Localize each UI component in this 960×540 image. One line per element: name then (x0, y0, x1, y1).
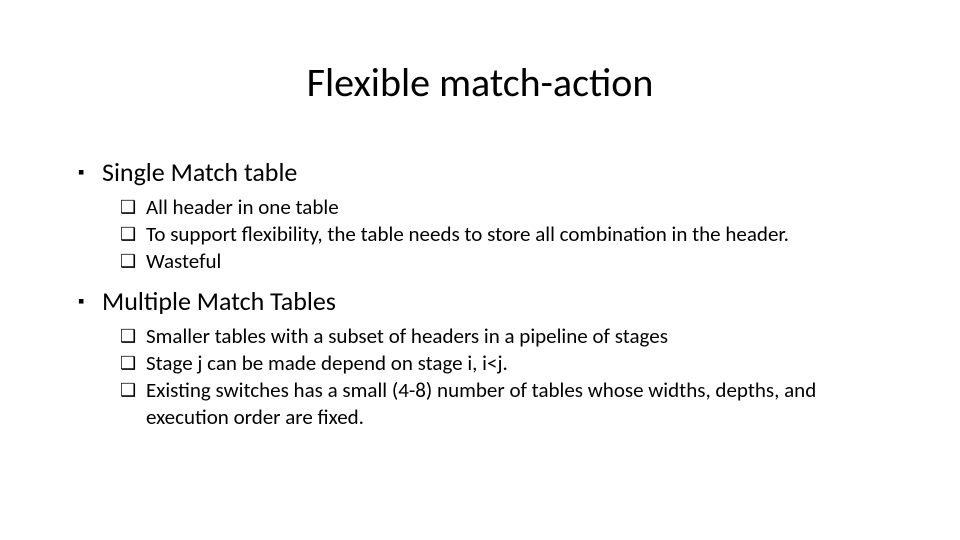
bullet-text: Existing switches has a small (4-8) numb… (146, 377, 898, 431)
hollow-square-bullet-icon: ❑ (120, 221, 146, 248)
square-bullet-icon: ▪ (78, 156, 102, 188)
bullet-text: Wasteful (146, 248, 221, 275)
bullet-level2: ❑ To support flexibility, the table need… (120, 221, 898, 248)
slide-title: Flexible match-action (0, 58, 960, 107)
bullet-level2: ❑ Stage j can be made depend on stage i,… (120, 350, 898, 377)
bullet-level2: ❑ Existing switches has a small (4-8) nu… (120, 377, 898, 431)
bullet-text: Single Match table (102, 156, 297, 188)
bullet-text: To support flexibility, the table needs … (146, 221, 789, 248)
hollow-square-bullet-icon: ❑ (120, 377, 146, 404)
bullet-level2: ❑ All header in one table (120, 194, 898, 221)
bullet-level2: ❑ Wasteful (120, 248, 898, 275)
square-bullet-icon: ▪ (78, 285, 102, 317)
bullet-sublist: ❑ All header in one table ❑ To support f… (120, 194, 898, 275)
bullet-level1: ▪ Multiple Match Tables (78, 285, 898, 317)
hollow-square-bullet-icon: ❑ (120, 194, 146, 221)
slide: Flexible match-action ▪ Single Match tab… (0, 0, 960, 540)
bullet-sublist: ❑ Smaller tables with a subset of header… (120, 323, 898, 431)
bullet-text: Multiple Match Tables (102, 285, 336, 317)
bullet-level1: ▪ Single Match table (78, 156, 898, 188)
bullet-text: Smaller tables with a subset of headers … (146, 323, 668, 350)
hollow-square-bullet-icon: ❑ (120, 350, 146, 377)
bullet-text: All header in one table (146, 194, 339, 221)
slide-body: ▪ Single Match table ❑ All header in one… (78, 156, 898, 441)
hollow-square-bullet-icon: ❑ (120, 323, 146, 350)
hollow-square-bullet-icon: ❑ (120, 248, 146, 275)
bullet-text: Stage j can be made depend on stage i, i… (146, 350, 508, 377)
bullet-level2: ❑ Smaller tables with a subset of header… (120, 323, 898, 350)
